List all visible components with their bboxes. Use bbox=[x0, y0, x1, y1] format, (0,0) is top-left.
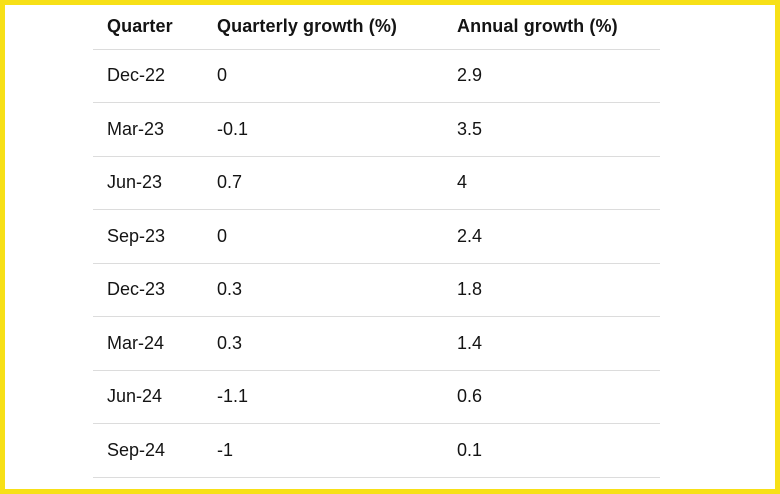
cell-quarter: Dec-23 bbox=[93, 263, 203, 317]
cell-quarterly-growth: 0.3 bbox=[203, 316, 443, 371]
cell-quarterly-growth: 0 bbox=[203, 209, 443, 264]
cell-quarterly-growth: 0.7 bbox=[203, 156, 443, 210]
cell-quarter: Dec-22 bbox=[93, 49, 203, 103]
table-header-row: Quarter Quarterly growth (%) Annual grow… bbox=[93, 5, 660, 50]
cell-quarter: Mar-23 bbox=[93, 102, 203, 157]
cell-annual-growth: 0.1 bbox=[443, 423, 660, 478]
column-header-annual-growth: Annual growth (%) bbox=[443, 5, 660, 50]
table-row: Mar-23 -0.1 3.5 bbox=[93, 102, 660, 157]
table-row: Dec-23 0.3 1.8 bbox=[93, 263, 660, 317]
cell-annual-growth: 3.5 bbox=[443, 102, 660, 157]
cell-annual-growth: 2.9 bbox=[443, 49, 660, 103]
column-header-quarterly-growth: Quarterly growth (%) bbox=[203, 5, 443, 50]
cell-annual-growth: 1.8 bbox=[443, 263, 660, 317]
cell-quarter: Sep-23 bbox=[93, 209, 203, 264]
cell-quarterly-growth: 0 bbox=[203, 49, 443, 103]
cell-annual-growth: 2.4 bbox=[443, 209, 660, 264]
cell-annual-growth: 0.6 bbox=[443, 370, 660, 424]
table-row: Mar-24 0.3 1.4 bbox=[93, 316, 660, 371]
cell-quarterly-growth: 0.3 bbox=[203, 263, 443, 317]
cell-quarterly-growth: -0.1 bbox=[203, 102, 443, 157]
cell-quarterly-growth: -1.1 bbox=[203, 370, 443, 424]
column-header-quarter: Quarter bbox=[93, 5, 203, 50]
table-row: Jun-23 0.7 4 bbox=[93, 156, 660, 210]
cell-quarter: Jun-23 bbox=[93, 156, 203, 210]
cell-quarter: Sep-24 bbox=[93, 423, 203, 478]
table-row: Sep-24 -1 0.1 bbox=[93, 423, 660, 478]
table-row: Jun-24 -1.1 0.6 bbox=[93, 370, 660, 424]
cell-quarter: Jun-24 bbox=[93, 370, 203, 424]
cell-annual-growth: 4 bbox=[443, 156, 660, 210]
cell-annual-growth: 1.4 bbox=[443, 316, 660, 371]
growth-table: Quarter Quarterly growth (%) Annual grow… bbox=[93, 5, 660, 478]
table-row: Sep-23 0 2.4 bbox=[93, 209, 660, 264]
cell-quarterly-growth: -1 bbox=[203, 423, 443, 478]
table-row: Dec-22 0 2.9 bbox=[93, 49, 660, 103]
cell-quarter: Mar-24 bbox=[93, 316, 203, 371]
